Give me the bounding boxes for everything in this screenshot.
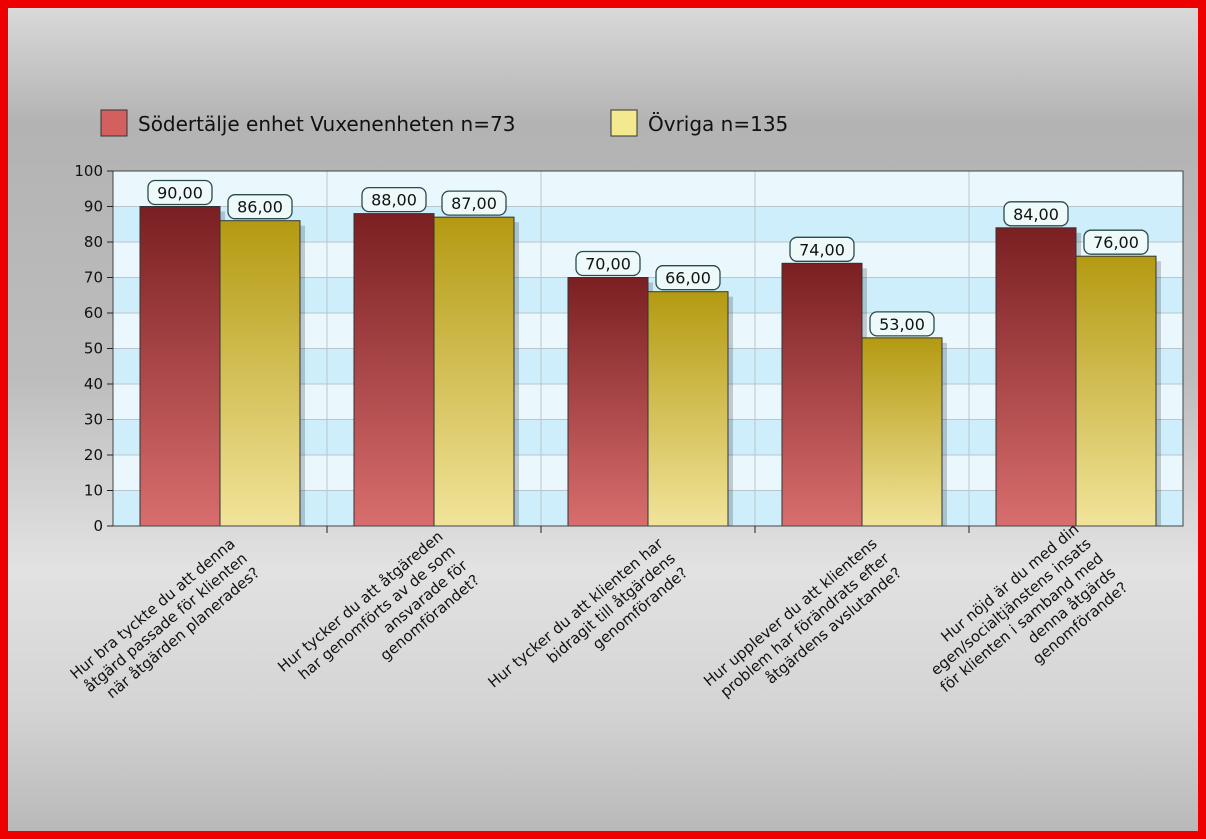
category-label-line: bidragit till åtgärdens xyxy=(543,549,679,667)
y-tick-label: 90 xyxy=(84,198,103,216)
value-label: 88,00 xyxy=(371,191,417,210)
category-label-5: Hur nöjd är du med dinegen/socialtjänste… xyxy=(927,520,1131,696)
value-label-box xyxy=(227,194,293,220)
value-label-box xyxy=(1003,201,1069,227)
bar-s2-c3 xyxy=(647,291,729,527)
bar-s2-c4 xyxy=(861,337,943,527)
legend-swatch-2 xyxy=(610,109,638,137)
bar-chart: Södertälje enhet Vuxenenheten n=73 Övriga… xyxy=(67,109,1184,703)
y-tick-label: 50 xyxy=(84,340,103,358)
value-label: 70,00 xyxy=(585,255,631,274)
category-label-line: problem har förändrats efter xyxy=(717,549,894,701)
y-tick-label: 80 xyxy=(84,233,103,251)
category-label-line: åtgärd passade för klienten xyxy=(81,549,251,696)
value-label-box xyxy=(789,236,855,262)
y-tick-label: 70 xyxy=(84,269,103,287)
value-label: 84,00 xyxy=(1013,205,1059,224)
value-label: 66,00 xyxy=(665,269,711,288)
value-label-box xyxy=(441,190,507,216)
y-tick-label: 40 xyxy=(84,375,103,393)
y-tick-label: 0 xyxy=(93,517,103,535)
value-label-box xyxy=(575,250,641,277)
bar-s1-c3 xyxy=(567,277,649,527)
y-axis-ticks: 0 10 20 30 40 50 60 70 80 90 100 xyxy=(74,162,103,535)
bars xyxy=(139,206,1161,527)
value-label: 53,00 xyxy=(879,315,925,334)
value-label-box xyxy=(147,179,213,206)
value-label-box xyxy=(869,311,935,337)
value-label-box xyxy=(1083,229,1149,255)
value-label-box xyxy=(361,186,427,213)
bar-s1-c1 xyxy=(139,206,221,527)
bar-s1-c4 xyxy=(781,262,863,527)
bar-s2-c2 xyxy=(433,216,515,527)
value-labels: 90,00 88,00 70,00 74,00 84,00 86,00 87,00 66,00… xyxy=(147,179,1149,337)
bar-s2-c1 xyxy=(219,220,301,527)
y-tick-label: 20 xyxy=(84,446,103,464)
value-label: 76,00 xyxy=(1093,233,1139,252)
y-tick-label: 30 xyxy=(84,411,103,429)
legend-swatch-1 xyxy=(100,109,128,137)
legend-label-1: Södertälje enhet Vuxenenheten n=73 xyxy=(138,112,515,136)
legend-label-2: Övriga n=135 xyxy=(648,112,788,136)
legend: Södertälje enhet Vuxenenheten n=73 Övriga… xyxy=(100,109,788,137)
value-label: 87,00 xyxy=(451,194,497,213)
axes xyxy=(107,170,1184,533)
value-label-box xyxy=(655,265,721,291)
bar-s1-c2 xyxy=(353,213,435,527)
bar-s2-c5 xyxy=(1075,255,1157,527)
y-tick-label: 10 xyxy=(84,482,103,500)
y-tick-label: 100 xyxy=(74,162,103,180)
value-label: 90,00 xyxy=(157,184,203,203)
bar-s1-c5 xyxy=(995,227,1077,527)
value-label: 74,00 xyxy=(799,240,845,259)
value-label: 86,00 xyxy=(237,198,283,217)
y-tick-label: 60 xyxy=(84,304,103,322)
